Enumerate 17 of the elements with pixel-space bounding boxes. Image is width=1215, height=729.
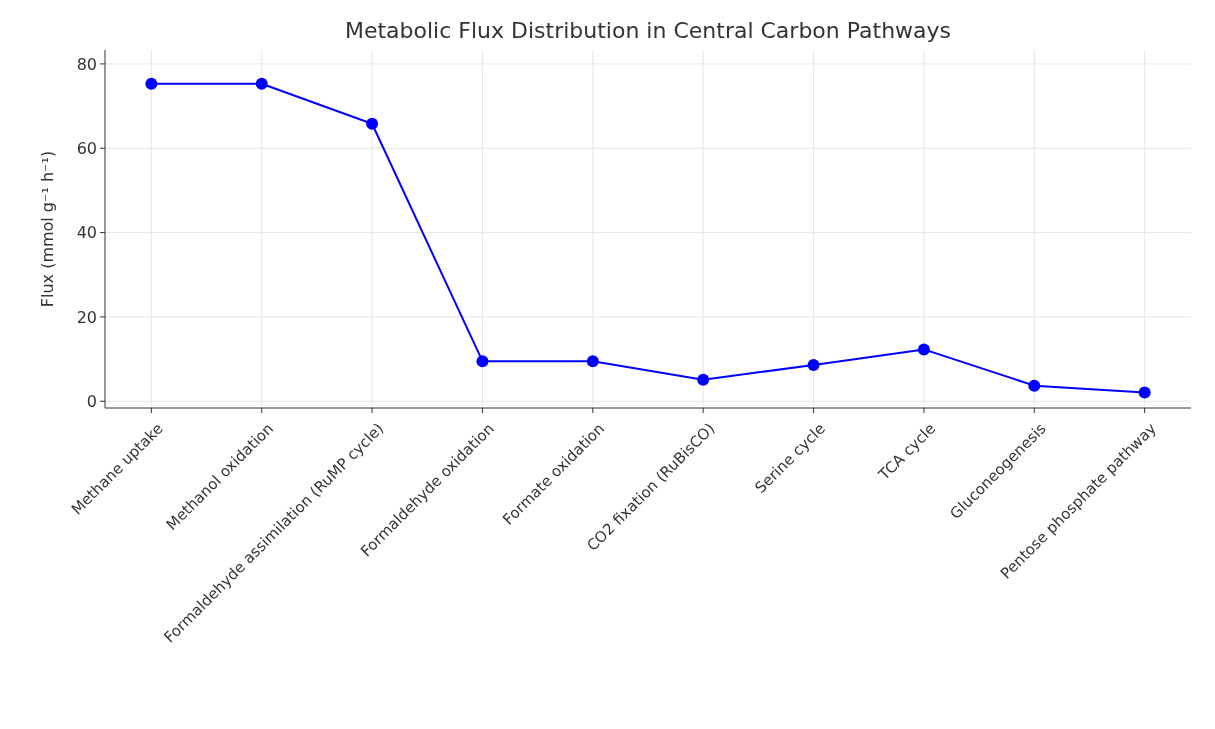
chart-title: Metabolic Flux Distribution in Central Carbon Pathways [344, 18, 952, 43]
point [586, 355, 599, 368]
point [476, 355, 489, 368]
y-axis-title: Flux (mmol g⁻¹ h⁻¹) [38, 150, 57, 308]
point [145, 77, 158, 90]
point [255, 77, 268, 90]
point [807, 358, 820, 371]
point [1138, 386, 1151, 399]
y-tick-label: 80 [76, 54, 97, 74]
y-tick-label: 0 [86, 391, 97, 411]
point [697, 373, 710, 386]
y-tick-label: 20 [76, 307, 97, 327]
y-tick-label: 40 [76, 223, 97, 243]
y-tick-label: 60 [76, 138, 97, 158]
point [917, 343, 930, 356]
point [1028, 379, 1041, 392]
point [366, 117, 379, 130]
